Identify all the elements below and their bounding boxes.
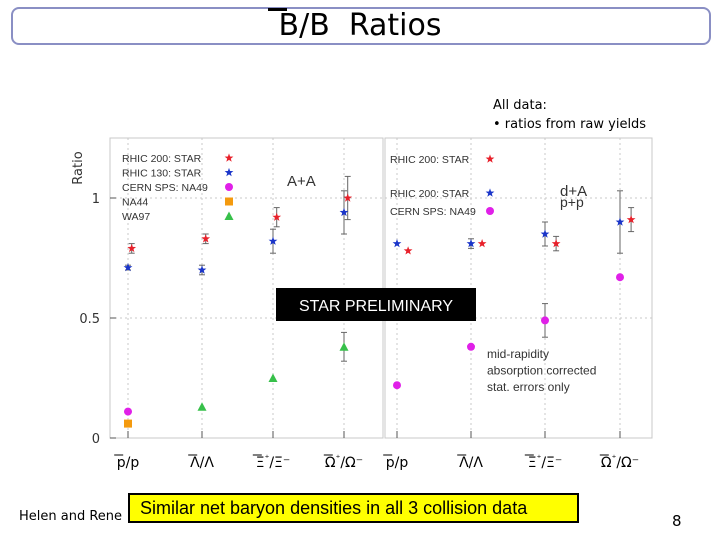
data-point (541, 316, 549, 325)
legend-marker (485, 188, 495, 197)
data-point (551, 239, 561, 248)
data-point (339, 207, 349, 217)
chart-note: absorption corrected (487, 364, 596, 378)
y-tick-label: 0.5 (79, 312, 100, 327)
x-category-label: p/p (117, 455, 140, 471)
data-point (616, 273, 624, 282)
data-point (466, 239, 476, 248)
data-point (197, 265, 207, 274)
y-tick-label: 1 (92, 192, 100, 207)
footer-author: Helen and Rene (19, 509, 123, 524)
data-point (268, 373, 278, 382)
x-category-label: Λ/Λ (190, 455, 214, 471)
panel-title: d+A (560, 183, 587, 200)
chart-note: mid-rapidity (487, 347, 549, 361)
data-point (268, 236, 278, 245)
panel-subtitle: p+p (560, 194, 584, 210)
x-category-label: Ξ⁺/Ξ⁻ (256, 454, 291, 471)
data-point (197, 402, 207, 411)
legend-marker (224, 211, 234, 220)
legend-entry: RHIC 130: STAR (122, 168, 202, 180)
legend-entry: WA97 (122, 211, 150, 223)
data-point (343, 193, 353, 202)
watermark-box (276, 288, 476, 321)
legend-entry: NA44 (122, 197, 148, 209)
data-point (124, 407, 132, 416)
x-category-label: Ω⁺/Ω⁻ (325, 454, 363, 471)
chart-note: stat. errors only (487, 380, 570, 394)
legend-marker (225, 183, 233, 191)
data-point (201, 234, 211, 243)
watermark-text: STAR PRELIMINARY (299, 298, 453, 315)
conclusion-banner: Similar net baryon densities in all 3 co… (128, 493, 579, 523)
legend-marker (485, 154, 495, 163)
data-point (127, 243, 137, 253)
data-point (124, 419, 132, 428)
data-point (540, 229, 550, 238)
data-point (123, 263, 133, 272)
data-point (272, 212, 282, 221)
title-frame (11, 7, 711, 45)
x-category-label: Ω⁺/Ω⁻ (601, 454, 639, 471)
legend-marker (225, 197, 233, 206)
legend-entry: RHIC 200: STAR (122, 153, 202, 165)
note-bullet: • ratios from raw yields (493, 117, 647, 132)
data-point (403, 246, 413, 255)
legend-marker (486, 207, 494, 215)
legend-entry: RHIC 200: STAR (390, 188, 470, 200)
y-axis-label: Ratio (71, 151, 86, 184)
data-point (615, 217, 625, 226)
title-overbar (268, 8, 287, 11)
legend-marker (224, 167, 234, 177)
panel-title: A+A (287, 173, 316, 190)
legend-marker (224, 153, 234, 162)
legend-entry: CERN SPS: NA49 (122, 182, 208, 194)
data-point (467, 342, 475, 351)
legend-entry: RHIC 200: STAR (390, 154, 470, 166)
slide-title: B/B Ratios (278, 8, 442, 43)
data-point (393, 381, 401, 390)
data-note: All data: • ratios from raw yields (493, 96, 646, 134)
x-category-label: Λ/Λ (459, 455, 483, 471)
data-point (477, 239, 487, 248)
x-category-label: Ξ⁺/Ξ⁻ (528, 454, 563, 471)
data-point (392, 239, 402, 248)
page-number: 8 (672, 512, 682, 530)
data-point (339, 342, 349, 351)
data-point (626, 215, 636, 224)
note-heading: All data: (493, 98, 547, 113)
legend-entry: CERN SPS: NA49 (390, 206, 476, 218)
y-tick-label: 0 (92, 432, 100, 447)
x-category-label: p/p (386, 455, 409, 471)
